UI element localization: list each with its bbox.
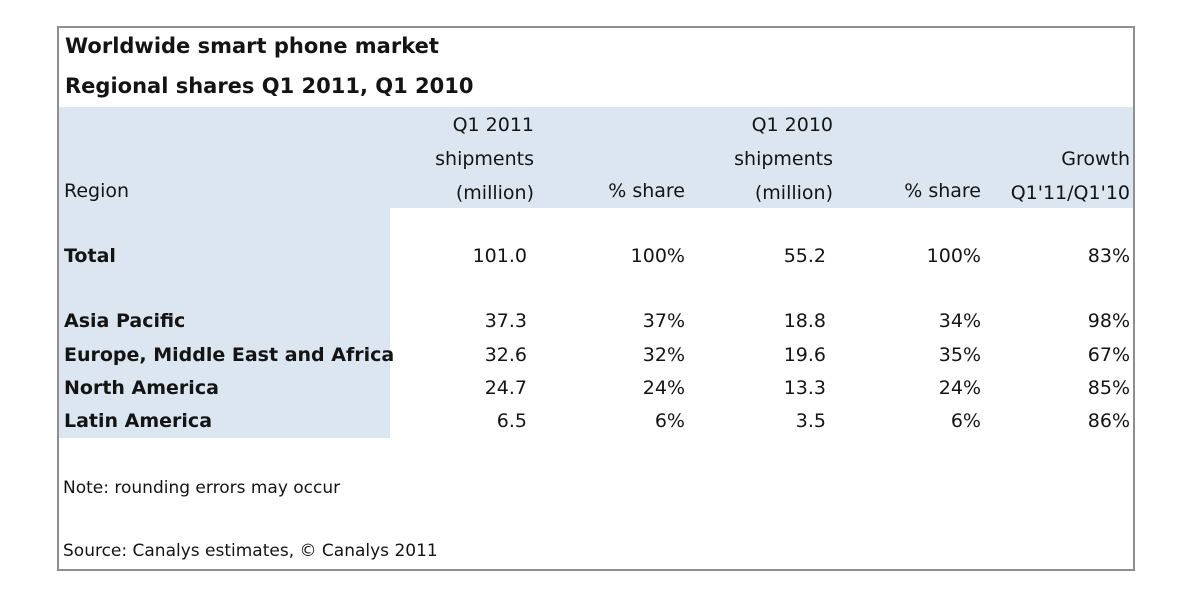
header-region: Region (64, 180, 130, 202)
region-column-band (59, 208, 390, 438)
row-q1-2010-shipments: 3.5 (795, 410, 826, 432)
footnote-rounding: Note: rounding errors may occur (63, 478, 341, 498)
row-q1-2010-shipments: 18.8 (783, 310, 826, 332)
row-region: Latin America (64, 410, 213, 432)
row-q1-2010-share: 6% (950, 410, 981, 432)
row-growth: 98% (1087, 310, 1130, 332)
total-q1-2010-shipments: 55.2 (783, 245, 826, 267)
table-frame (57, 26, 1135, 571)
row-q1-2011-shipments: 24.7 (484, 377, 527, 399)
row-q1-2010-share: 34% (938, 310, 981, 332)
row-q1-2010-shipments: 19.6 (783, 344, 826, 366)
row-q1-2010-share: 35% (938, 344, 981, 366)
row-q1-2011-share: 24% (642, 377, 685, 399)
row-q1-2011-shipments: 6.5 (496, 410, 527, 432)
table-subtitle: Regional shares Q1 2011, Q1 2010 (65, 74, 474, 98)
total-growth: 83% (1087, 245, 1130, 267)
row-q1-2011-share: 6% (654, 410, 685, 432)
row-region: North America (64, 377, 219, 399)
header-q1-2011-share: % share (608, 180, 685, 202)
row-growth: 86% (1087, 410, 1130, 432)
row-q1-2011-share: 32% (642, 344, 685, 366)
row-growth: 85% (1087, 377, 1130, 399)
header-band (59, 107, 1133, 208)
total-q1-2010-share: 100% (926, 245, 981, 267)
footnote-source: Source: Canalys estimates, © Canalys 201… (63, 541, 438, 561)
row-growth: 67% (1087, 344, 1130, 366)
row-region: Asia Pacific (64, 310, 186, 332)
total-q1-2011-shipments: 101.0 (472, 245, 527, 267)
header-q1-2011-shipments: Q1 2011 shipments (million) (435, 114, 534, 204)
header-growth: Growth Q1'11/Q1'10 (1010, 148, 1130, 204)
row-q1-2011-shipments: 37.3 (484, 310, 527, 332)
total-q1-2011-share: 100% (630, 245, 685, 267)
table-title: Worldwide smart phone market (65, 34, 439, 58)
row-q1-2011-shipments: 32.6 (484, 344, 527, 366)
row-region: Europe, Middle East and Africa (64, 344, 395, 366)
header-q1-2010-share: % share (904, 180, 981, 202)
row-q1-2010-shipments: 13.3 (783, 377, 826, 399)
row-q1-2011-share: 37% (642, 310, 685, 332)
row-q1-2010-share: 24% (938, 377, 981, 399)
header-q1-2010-shipments: Q1 2010 shipments (million) (734, 114, 833, 204)
total-region: Total (64, 245, 116, 267)
